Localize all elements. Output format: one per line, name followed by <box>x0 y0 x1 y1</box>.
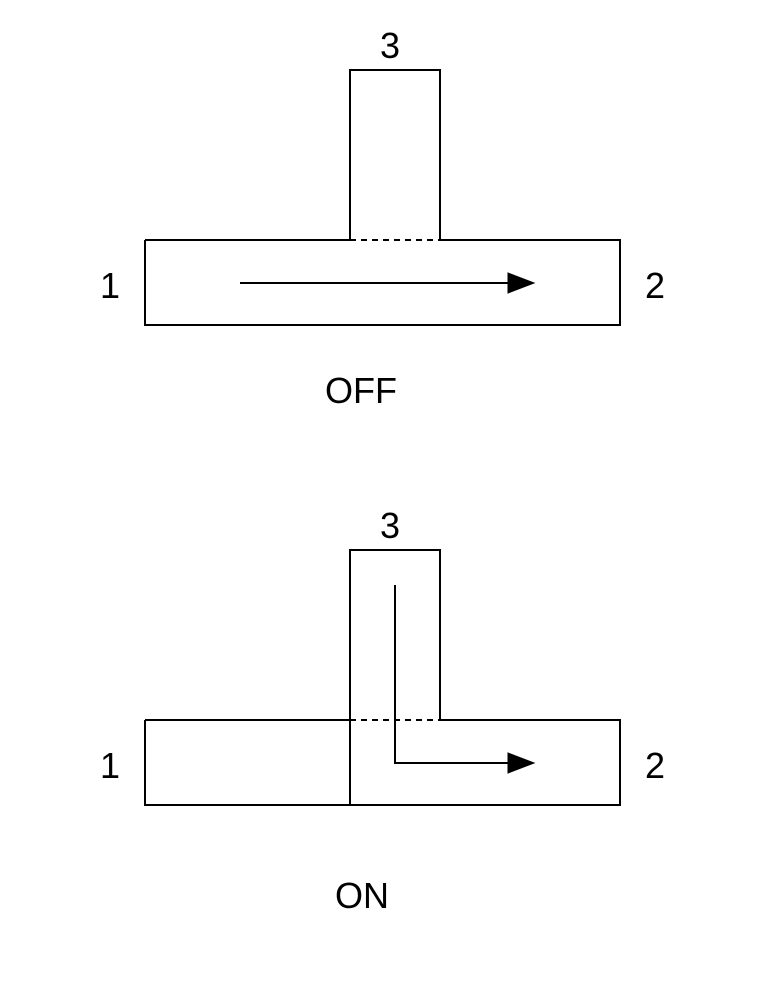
diagram-on: 1 2 3 ON <box>60 505 700 975</box>
diagram-off: 1 2 3 OFF <box>60 25 700 455</box>
off-vertical-bar <box>350 70 440 240</box>
on-port-1-label: 1 <box>100 745 120 787</box>
on-flow-arrow <box>395 585 534 773</box>
on-port-2-label: 2 <box>645 745 665 787</box>
off-state-label: OFF <box>325 370 397 412</box>
on-horizontal-bar <box>145 720 620 805</box>
off-port-1-label: 1 <box>100 265 120 307</box>
off-flow-arrow <box>240 273 534 293</box>
off-port-2-label: 2 <box>645 265 665 307</box>
on-port-3-label: 3 <box>380 505 400 547</box>
off-port-3-label: 3 <box>380 25 400 67</box>
on-state-label: ON <box>335 875 389 917</box>
